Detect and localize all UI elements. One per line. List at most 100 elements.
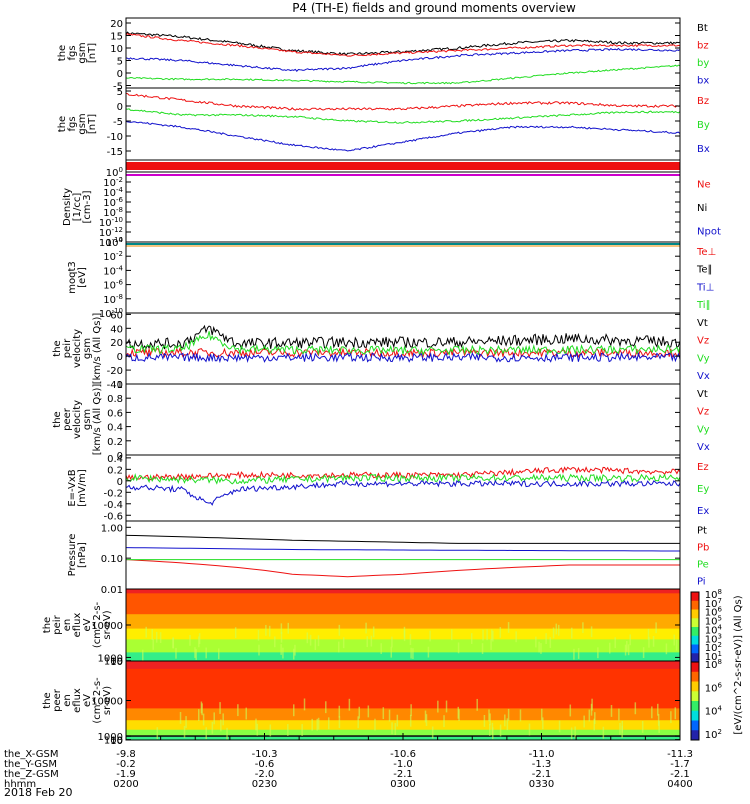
y-tick-label: 10-6	[103, 279, 123, 292]
heat-streak	[151, 629, 153, 640]
heat-band-4	[126, 639, 680, 653]
heat-streak	[255, 718, 257, 731]
heat-streak	[597, 647, 599, 659]
heat-streak	[602, 726, 605, 739]
y-axis-label: eflux	[72, 613, 83, 638]
heat-streak	[325, 701, 327, 714]
heat-streak	[570, 727, 573, 740]
y-tick-label: -10	[107, 132, 123, 143]
y-tick-label: 20	[110, 19, 123, 30]
heat-streak	[311, 718, 313, 731]
colorbar-swatch	[691, 701, 699, 712]
legend-Ne: Ne	[697, 180, 711, 191]
panel-frame	[125, 87, 681, 161]
y-axis-label: peer	[52, 688, 63, 712]
legend-Npot: Npot	[697, 226, 721, 237]
y-tick-label: 10-8	[103, 293, 123, 306]
series-Bx	[125, 120, 681, 152]
ephemeris-value: -1.0	[393, 759, 413, 770]
heat-streak	[450, 629, 453, 641]
heat-streak	[370, 635, 373, 647]
heat-streak	[317, 635, 320, 647]
legend-Vy: Vy	[697, 424, 710, 435]
colorbar-swatch	[691, 644, 699, 654]
heat-streak	[219, 702, 221, 714]
heat-streak	[152, 639, 154, 650]
heat-streak	[348, 698, 351, 711]
series-Pt	[125, 534, 680, 544]
heat-streak	[670, 711, 672, 724]
heat-streak	[483, 714, 486, 727]
heat-streak	[624, 644, 627, 656]
y-tick-label: 0.01	[101, 585, 123, 596]
ephemeris-value: -10.6	[390, 749, 416, 760]
heat-band-1	[126, 593, 680, 615]
y-tick-label: 5	[117, 87, 123, 98]
y-axis-label: eV	[82, 618, 93, 631]
heat-streak	[301, 724, 303, 736]
y-axis-label: (cm^2-s-	[92, 601, 103, 648]
colorbar-swatch	[691, 609, 699, 619]
heat-streak	[491, 629, 493, 641]
y-tick-label: 10-8	[103, 206, 123, 219]
ephemeris-value: -1.7	[670, 759, 690, 770]
y-axis-label: peir	[62, 338, 73, 358]
heat-streak	[282, 647, 284, 659]
heat-streak	[183, 725, 186, 738]
y-tick-label: 10-4	[103, 186, 123, 199]
heat-streak	[552, 627, 555, 639]
ephemeris-value: -0.2	[116, 759, 136, 770]
y-axis-label: en	[62, 619, 73, 632]
heat-streak	[538, 641, 540, 653]
heat-streak	[257, 629, 260, 641]
colorbar-tick-label: 102	[705, 728, 722, 741]
heat-streak	[211, 721, 214, 734]
heat-streak	[648, 636, 650, 648]
ephemeris-label: hhmm	[4, 779, 36, 790]
ephemeris-value: -11.0	[529, 749, 555, 760]
panel-2	[125, 159, 681, 173]
y-tick-label: 0	[117, 477, 123, 488]
colorbar-tick-label: 102	[705, 641, 722, 654]
heat-streak	[222, 713, 224, 726]
y-tick-label: 10-2	[103, 176, 123, 189]
heat-streak	[507, 622, 510, 633]
heat-streak	[582, 622, 584, 634]
y-tick-label: 10-10	[99, 216, 123, 229]
panel-5: -40 -20 0 20 40 60 the peir velocity gsm [km/s (Al…	[52, 310, 710, 391]
heat-streak	[403, 630, 406, 642]
panel-frame	[125, 241, 681, 314]
series-bx	[125, 47, 681, 72]
y-tick-label: 0	[117, 102, 123, 113]
legend-Ex: Ex	[697, 506, 709, 517]
heat-streak	[642, 647, 645, 658]
legend-Vt: Vt	[697, 389, 708, 400]
colorbar-swatch	[691, 671, 699, 682]
heat-streak	[269, 724, 272, 737]
ephemeris-value: -9.8	[116, 749, 136, 760]
heat-streak	[507, 708, 510, 721]
heat-streak	[574, 726, 576, 739]
colorbar-swatch	[691, 627, 699, 637]
heat-streak	[205, 727, 208, 740]
y-tick-label: 1000	[98, 653, 123, 664]
quality-flag-bar	[126, 162, 680, 170]
series-Bz	[125, 92, 681, 111]
ephemeris-value: -11.3	[667, 749, 693, 760]
legend-Ez: Ez	[697, 462, 709, 473]
heat-streak	[303, 698, 306, 711]
heat-streak	[626, 640, 628, 652]
heat-streak	[309, 634, 312, 646]
y-axis-label: [nPa]	[77, 542, 88, 568]
panel-frame	[125, 383, 681, 456]
heat-streak	[545, 633, 547, 644]
y-axis-label: [1/cc]	[72, 193, 83, 222]
y-axis-label: velocity	[72, 329, 83, 368]
heat-streak	[519, 709, 522, 722]
colorbar-swatch	[691, 720, 699, 731]
time-axis: the_X-GSM -9.8 -10.3 -10.6 -11.0 -11.3 the_Y-G…	[4, 733, 693, 790]
y-axis-label: fgs	[67, 45, 78, 60]
heat-streak	[287, 724, 289, 736]
